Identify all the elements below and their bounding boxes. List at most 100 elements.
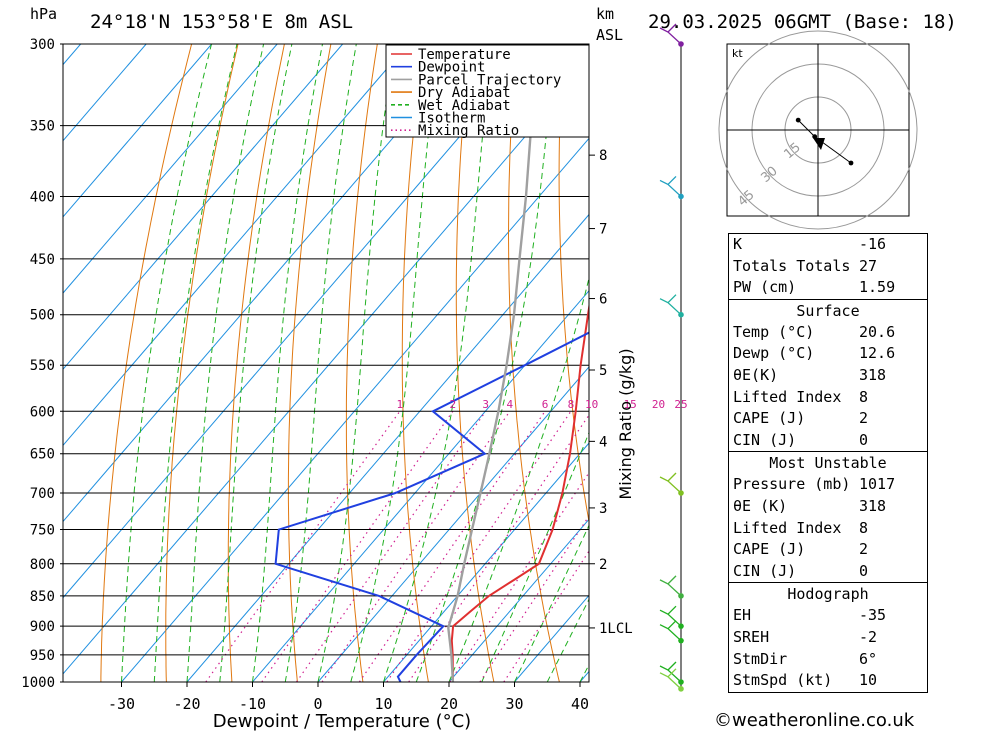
- storm-motion-arrow: [813, 138, 825, 150]
- pressure-label: 750: [30, 523, 55, 539]
- most-unstable-indices: Pressure (mb) 1017 θE (K) 318 Lifted Index 8 C…: [729, 474, 927, 582]
- wet-adiabat: [415, 44, 556, 682]
- index-row: Dewp (°C) 12.6: [729, 343, 927, 365]
- hodograph-indices: EH -35 SREH -2 StmDir 6° StmSpd (kt) 10: [729, 605, 927, 691]
- wind-barb-flag: [667, 620, 677, 630]
- index-label: CAPE (J): [733, 409, 806, 428]
- pressure-label: 1000: [21, 675, 55, 691]
- wind-barb-flag: [667, 23, 677, 33]
- index-row: SREH -2: [729, 627, 927, 649]
- pressure-label: 800: [30, 557, 55, 573]
- series-temperature: [450, 301, 589, 682]
- mixing-ratio-label: 3: [482, 398, 489, 411]
- mixing-ratio-line: [449, 471, 589, 682]
- index-value: 0: [859, 561, 869, 580]
- hodograph-point: [795, 117, 801, 123]
- datetime-title: 29.03.2025 06GMT (Base: 18): [648, 11, 957, 33]
- index-value: 318: [859, 365, 887, 384]
- hodograph-ring: [718, 30, 918, 230]
- dry-adiabat: [981, 44, 1000, 682]
- mixing-ratio-line: [296, 410, 487, 682]
- wind-barb-flag: [667, 661, 677, 671]
- hodograph-unit: kt: [732, 47, 743, 60]
- index-label: EH: [733, 606, 752, 625]
- index-value: 27: [859, 256, 878, 275]
- pressure-label: 600: [30, 404, 55, 420]
- isotherm-line: [63, 44, 213, 218]
- pressure-label: 950: [30, 648, 55, 664]
- x-tick-label: -30: [108, 695, 135, 713]
- index-label: K: [733, 235, 743, 253]
- pressure-label: 650: [30, 447, 55, 463]
- isotherm-line: [317, 366, 589, 682]
- index-row: Lifted Index 8: [729, 387, 927, 409]
- height-tick-label: 6: [599, 292, 607, 308]
- legend-entry: Mixing Ratio: [418, 123, 519, 139]
- mixing-ratio-label: 2: [449, 398, 456, 411]
- index-row: CIN (J) 0: [729, 430, 927, 452]
- series-dewpoint: [274, 44, 589, 682]
- index-row: EH -35: [729, 605, 927, 627]
- hodograph-point: [848, 160, 854, 166]
- isotherm-line: [63, 44, 409, 447]
- index-value: 0: [859, 430, 869, 449]
- pressure-label: 900: [30, 619, 55, 635]
- index-label: Pressure (mb): [733, 475, 851, 494]
- most-unstable-header: Most Unstable: [729, 451, 927, 474]
- isotherm-line: [383, 442, 589, 682]
- index-row: Lifted Index 8: [729, 518, 927, 540]
- index-row: CAPE (J) 2: [729, 539, 927, 561]
- index-row: Pressure (mb) 1017: [729, 474, 927, 496]
- index-value: 8: [859, 518, 869, 537]
- index-row: StmSpd (kt) 10: [729, 670, 927, 692]
- index-row: K -16: [729, 234, 927, 256]
- mixing-ratio-line: [408, 414, 589, 682]
- index-label: θE (K): [733, 496, 788, 515]
- index-label: Lifted Index: [733, 518, 842, 537]
- mixing-ratio-label: 8: [568, 398, 575, 411]
- isotherm-line: [186, 213, 589, 682]
- credit-link[interactable]: ©weatheronline.co.uk: [714, 710, 915, 731]
- surface-header: Surface: [729, 298, 927, 322]
- index-value: -35: [859, 606, 887, 625]
- index-label: Temp (°C): [733, 322, 815, 341]
- mixing-ratio-label: 15: [624, 398, 637, 411]
- isotherm-line: [63, 44, 344, 370]
- index-label: θE(K): [733, 365, 779, 384]
- index-label: CIN (J): [733, 430, 797, 449]
- axes: 1 2 3 4 6 8 10 15 20 25-30 -20 -10 0 10 20 30 4087654321…: [108, 148, 688, 713]
- isotherm-line: [63, 44, 278, 294]
- pressure-unit: hPa: [30, 5, 57, 23]
- wet-adiabat: [186, 44, 265, 682]
- wet-adiabat: [481, 431, 589, 682]
- index-value: 2: [859, 409, 869, 428]
- index-value: 318: [859, 496, 887, 515]
- index-row: θE(K) 318: [729, 365, 927, 387]
- profiles: [274, 44, 589, 682]
- isotherm-line: [121, 137, 589, 682]
- index-label: Dewp (°C): [733, 344, 815, 363]
- indices-panel: K -16 Totals Totals 27 PW (cm) 1.59 Surface T…: [728, 233, 928, 693]
- x-tick-label: 40: [571, 695, 589, 713]
- wind-barb-flag: [667, 575, 677, 585]
- height-tick-label: 8: [599, 148, 607, 164]
- mixing-ratio-line: [261, 410, 454, 682]
- wind-barbs: [659, 23, 684, 692]
- legend-entry: Parcel Trajectory: [418, 72, 561, 88]
- wet-adiabat: [317, 44, 396, 682]
- index-label: CIN (J): [733, 561, 797, 580]
- height-unit-asl: ASL: [596, 26, 623, 44]
- dry-adiabat: [507, 44, 560, 682]
- index-label: CAPE (J): [733, 540, 806, 559]
- legend-entry: Isotherm: [418, 111, 485, 127]
- dry-adiabat: [165, 44, 239, 682]
- index-value: 1017: [859, 475, 896, 494]
- mixing-ratio-label: 20: [652, 398, 665, 411]
- height-tick-label: 5: [599, 363, 607, 379]
- mixing-ratio-line: [503, 549, 589, 682]
- wet-adiabat: [252, 44, 323, 682]
- index-value: 12.6: [859, 344, 896, 363]
- location-title: 24°18'N 153°58'E 8m ASL: [90, 11, 353, 33]
- mixing-ratio-label: 10: [585, 398, 598, 411]
